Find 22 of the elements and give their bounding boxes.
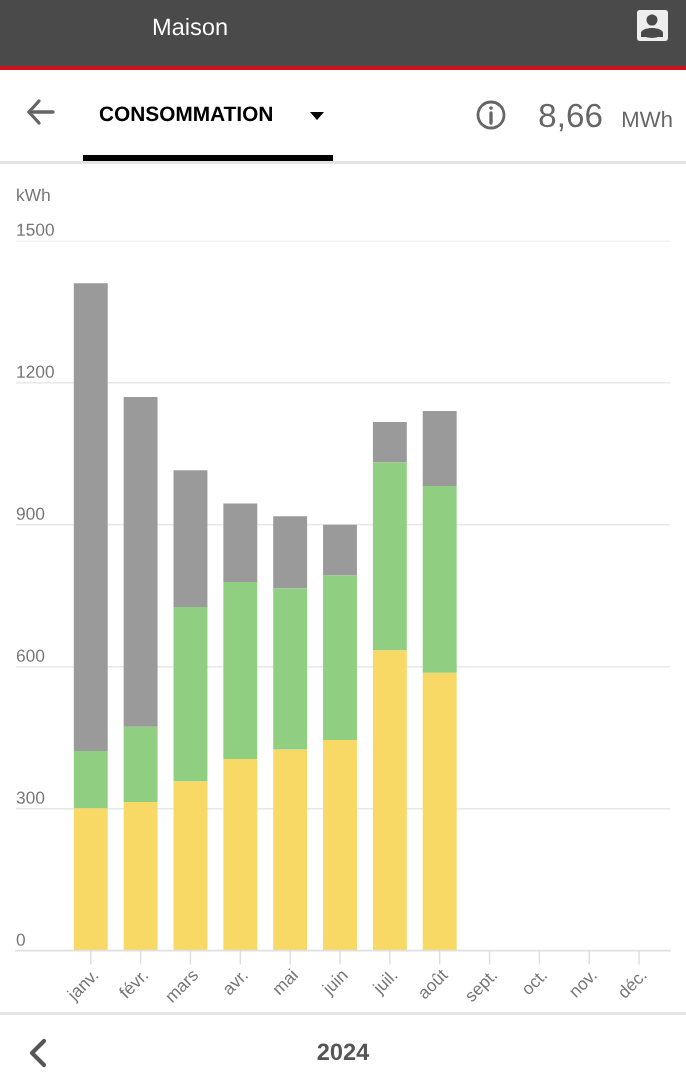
x-tick-label: juin [320,968,351,999]
text: MWh [622,110,672,127]
text: 8,66 [539,103,602,132]
y-tick-label: 0 [16,933,25,946]
x-tick-label: oct. [521,969,548,996]
y-tick-label: 900 [16,507,45,520]
x-tick-label: févr. [117,968,149,1000]
y-tick-label: 1500 [17,223,54,236]
x-tick-label: sept. [464,969,500,1006]
text: 2024 [317,1043,370,1061]
x-tick-label: juil. [371,968,401,998]
chart-title: CONSOMMATION [99,106,272,122]
y-axis-title: kWh [17,188,50,201]
y-tick-label: 600 [16,649,45,662]
chart-subtitle: Maison [153,17,227,36]
x-tick-label: déc. [616,968,647,1000]
x-tick-label: août [416,967,449,1000]
x-tick-label: avr. [223,970,249,996]
y-tick-label: 300 [16,791,45,804]
x-tick-label: nov. [570,970,598,998]
y-tick-label: 1200 [17,365,54,378]
x-tick-label: mai [271,968,299,996]
